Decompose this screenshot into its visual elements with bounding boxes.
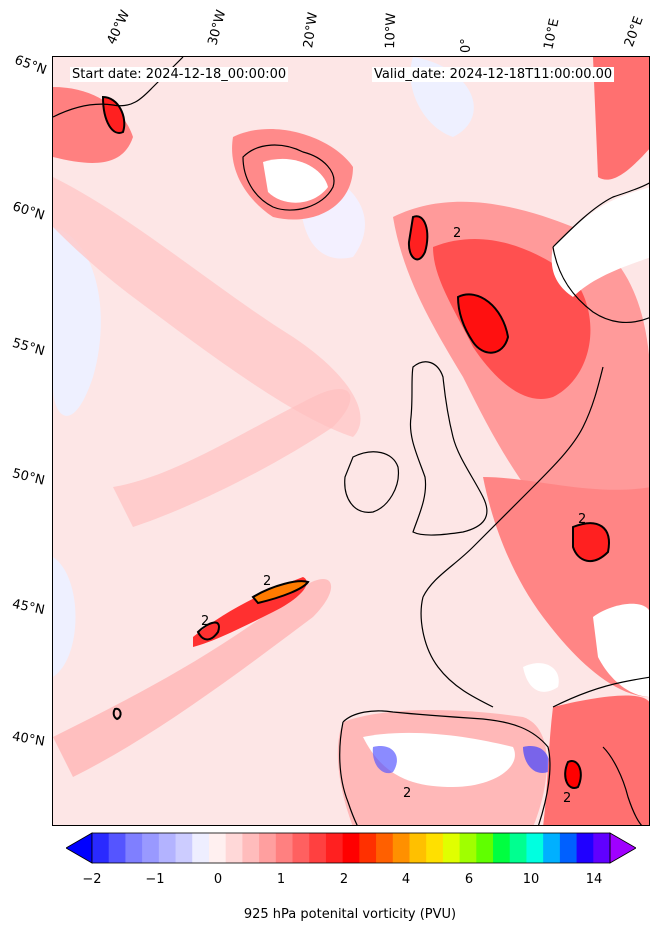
contour-label: 2	[453, 226, 461, 241]
colorbar-segment	[376, 833, 394, 863]
lat-label-50n: 50°N	[10, 466, 47, 489]
contour-label: 2	[201, 614, 209, 629]
pv-jet-max	[253, 581, 308, 603]
lon-label-20e: 20°E	[621, 14, 647, 50]
lon-label-30w: 30°W	[205, 8, 230, 47]
colorbar-segment	[543, 833, 561, 863]
lat-label-65n: 65°N	[12, 52, 49, 79]
colorbar-tick: 6	[464, 872, 474, 887]
valid-date-label: Valid_date: 2024-12-18T11:00:00.00	[372, 67, 615, 82]
pv-iberia-negative	[523, 746, 550, 773]
colorbar-extend-max	[609, 832, 636, 864]
lat-label-40n: 40°N	[10, 729, 46, 750]
contour-label: 2	[403, 786, 411, 801]
colorbar-segment	[342, 833, 360, 863]
colorbar-extend-min	[66, 832, 93, 864]
contour-label: 2	[563, 791, 571, 806]
lat-label-45n: 45°N	[10, 596, 46, 619]
pv-mediterranean-max	[565, 761, 581, 788]
contour-label: 2	[578, 512, 586, 527]
colorbar-segment	[108, 833, 126, 863]
lon-label-0: 0°	[459, 38, 474, 53]
lon-label-10w: 10°W	[383, 12, 400, 49]
colorbar-tick: 2	[339, 872, 349, 887]
colorbar-segment	[158, 833, 177, 863]
start-date-label: Start date: 2024-12-18_00:00:00	[70, 67, 289, 82]
lat-label-55n: 55°N	[10, 335, 47, 360]
colorbar-segment	[476, 833, 494, 863]
colorbar-segment	[92, 833, 110, 863]
coastlines	[53, 57, 649, 825]
colorbar-segment	[225, 833, 243, 863]
lon-label-20w: 20°W	[301, 11, 321, 49]
colorbar-tick: 0	[213, 872, 223, 887]
terrain-mask-scandinavia	[551, 187, 649, 297]
colorbar-segment	[426, 833, 444, 863]
contour-labels: 2 2 2 2 2 2	[201, 226, 586, 806]
pv-band	[113, 388, 351, 527]
terrain-mask-iberia	[363, 732, 515, 787]
pv-shetland-max	[408, 216, 428, 260]
terrain-mask-alps	[593, 603, 649, 697]
colorbar-segment	[593, 833, 611, 863]
pv-band	[53, 177, 361, 437]
colorbar-segment	[526, 833, 544, 863]
colorbar-segment	[576, 833, 594, 863]
pv-mediterranean-region	[543, 695, 649, 825]
pv-band	[53, 578, 332, 777]
colorbar-segment	[292, 833, 310, 863]
pv-europe-max	[573, 523, 609, 562]
colorbar-segment	[259, 833, 277, 863]
colorbar-frame	[91, 832, 611, 864]
colorbar-segment	[493, 833, 511, 863]
colorbar-segment	[359, 833, 377, 863]
colorbar-tick: 10	[522, 872, 540, 887]
colorbar-segment	[142, 833, 160, 863]
lon-label-40w: 40°W	[104, 8, 134, 47]
terrain-mask-pyrenees-east	[523, 663, 559, 692]
pv-negative-patch	[53, 557, 76, 677]
colorbar-segment	[208, 833, 227, 863]
lat-label-60n: 60°N	[10, 199, 47, 224]
colorbar-segment	[409, 833, 427, 863]
colorbar-segment	[175, 833, 193, 863]
pv-contour-2	[101, 95, 610, 789]
pv-iberia-negative	[372, 746, 397, 774]
colorbar-segment	[459, 833, 477, 863]
colorbar-segment	[559, 833, 578, 863]
pv-negative-patch	[53, 227, 101, 416]
colorbar-segment	[192, 833, 210, 863]
lon-label-10e: 10°E	[541, 17, 563, 52]
colorbar-segment	[125, 833, 143, 863]
colorbar-tick: 1	[276, 872, 286, 887]
colorbar-segment	[442, 833, 461, 863]
colorbar-tick: 14	[585, 872, 603, 887]
colorbar-segment	[325, 833, 344, 863]
colorbar-tick: 4	[401, 872, 411, 887]
colorbar-segment	[392, 833, 410, 863]
colorbar-label: 925 hPa potenital vorticity (PVU)	[243, 907, 457, 922]
pv-greenland-region	[53, 87, 133, 163]
pv-scandinavia-north	[593, 57, 649, 180]
colorbar-tick: −1	[145, 872, 165, 887]
colorbar-segment	[242, 833, 260, 863]
contour-label: 2	[263, 574, 271, 589]
colorbar-segment	[275, 833, 294, 863]
colorbar	[66, 832, 636, 864]
colorbar-segment	[509, 833, 527, 863]
colorbar-tick: −2	[82, 872, 102, 887]
map-panel: 2 2 2 2 2 2	[52, 56, 650, 826]
pv-north-sea-core	[433, 238, 591, 399]
pv-field-map: 2 2 2 2 2 2	[53, 57, 649, 825]
colorbar-segment	[309, 833, 327, 863]
terrain-mask-iceland	[263, 158, 328, 203]
